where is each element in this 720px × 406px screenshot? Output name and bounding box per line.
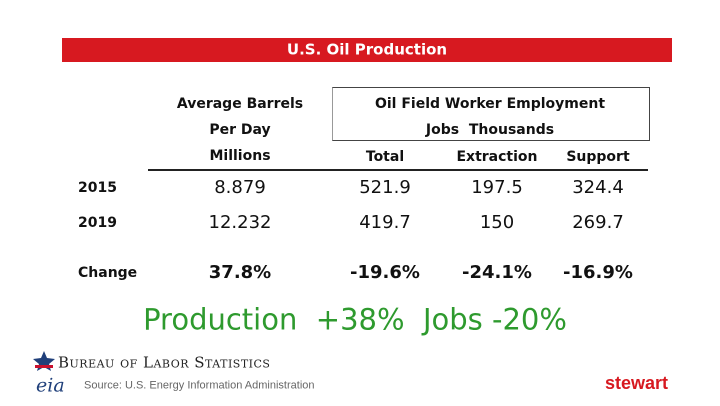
row-label: Change bbox=[78, 265, 138, 281]
cell: 37.8% bbox=[208, 262, 272, 283]
cell: 150 bbox=[479, 212, 515, 233]
group-box bbox=[332, 87, 650, 141]
title: U.S. Oil Production bbox=[286, 40, 448, 59]
source: Source: U.S. Energy Information Administ… bbox=[84, 379, 315, 392]
cell: 521.9 bbox=[359, 177, 411, 198]
column-header: Support bbox=[566, 149, 630, 165]
cell: -19.6% bbox=[350, 262, 420, 283]
cell: 269.7 bbox=[572, 212, 624, 233]
header-rule bbox=[148, 169, 648, 171]
cell: 8.879 bbox=[214, 177, 266, 198]
column-header: Extraction bbox=[456, 149, 538, 165]
bls-star bbox=[33, 351, 55, 371]
cell: -24.1% bbox=[462, 262, 532, 283]
group-header: Jobs Thousands bbox=[425, 122, 555, 138]
row-label: 2019 bbox=[78, 215, 117, 231]
bls-name: Bureau of Labor Statistics bbox=[58, 353, 271, 372]
title-bar bbox=[62, 38, 672, 62]
header-text: Average Barrels bbox=[176, 96, 304, 112]
cell: 324.4 bbox=[572, 177, 624, 198]
cell: 419.7 bbox=[359, 212, 411, 233]
cell: 12.232 bbox=[208, 212, 272, 233]
cell: -16.9% bbox=[563, 262, 633, 283]
stewart-logo: stewart bbox=[605, 373, 669, 393]
summary: Production +38% Jobs -20% bbox=[143, 302, 567, 337]
header-text: Millions bbox=[209, 148, 271, 164]
eia-logo: eia bbox=[36, 374, 65, 397]
header-text: Per Day bbox=[209, 122, 271, 138]
stripe bbox=[35, 365, 53, 368]
group-header: Oil Field Worker Employment bbox=[374, 96, 606, 112]
column-header: Total bbox=[365, 149, 405, 165]
cell: 197.5 bbox=[471, 177, 523, 198]
row-label: 2015 bbox=[78, 180, 117, 196]
